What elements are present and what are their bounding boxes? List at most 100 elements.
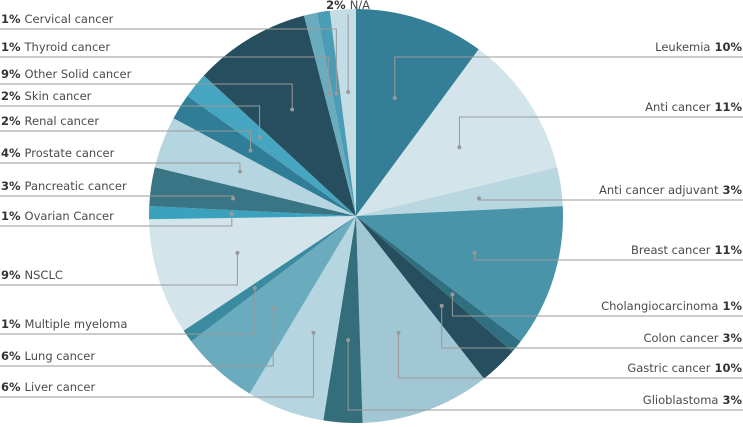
leader-line [0, 28, 337, 94]
pie-slice [356, 49, 558, 217]
leader-dot [476, 196, 481, 201]
slice-name: Thyroid cancer [24, 40, 111, 54]
pie-slice [249, 216, 356, 421]
slice-value: 10% [714, 40, 742, 54]
slice-label: 2% Skin cancer [1, 89, 92, 103]
slice-label: 1% Ovarian Cancer [1, 209, 114, 223]
leader-line [0, 288, 256, 335]
slice-name: Cervical cancer [25, 12, 114, 26]
leader-dot [450, 292, 455, 297]
slice-name: Anti cancer [645, 100, 711, 114]
leader-line [0, 83, 293, 110]
slice-name: Prostate cancer [25, 146, 115, 160]
leader-line [0, 130, 251, 151]
slice-label: Anti cancer adjuvant 3% [599, 183, 742, 197]
leader-dot [235, 250, 240, 255]
slice-name: Glioblastoma [643, 393, 719, 407]
leader-line [474, 252, 743, 261]
slice-value: 11% [714, 100, 742, 114]
leader-line [0, 162, 241, 172]
pie-slice [187, 75, 356, 216]
slice-value: 3% [722, 183, 742, 197]
leader-dot [229, 212, 234, 217]
leader-line [347, 339, 743, 411]
pie-slice [149, 216, 356, 331]
leader-dot [439, 303, 444, 308]
leader-line [397, 332, 743, 379]
slice-name: Liver cancer [25, 380, 96, 394]
leader-dot [311, 330, 316, 335]
slice-value: 10% [714, 361, 742, 375]
slice-label: Glioblastoma 3% [643, 393, 743, 407]
slice-name: Renal cancer [25, 114, 100, 128]
slice-name: Leukemia [655, 40, 710, 54]
slice-name: Breast cancer [631, 243, 711, 257]
pie-slice [154, 118, 356, 216]
slice-label: 6% Liver cancer [1, 380, 95, 394]
pie-slice [323, 216, 363, 423]
slice-label: Gastric cancer 10% [627, 361, 742, 375]
slice-value: 3% [1, 179, 21, 193]
slice-label: 2% N/A [326, 0, 370, 12]
slice-name: Pancreatic cancer [25, 179, 127, 193]
leader-dot [252, 286, 257, 291]
slice-value: 2% [1, 114, 21, 128]
slice-value: 1% [1, 12, 21, 26]
pie-slice [149, 206, 356, 220]
slice-name: Cholangiocarcinoma [601, 299, 718, 313]
slice-value: 1% [1, 40, 21, 54]
slice-label: 6% Lung cancer [1, 349, 95, 363]
leader-line [0, 252, 238, 286]
slice-value: 4% [1, 146, 21, 160]
leader-dot [457, 145, 462, 150]
slice-value: 6% [1, 380, 21, 394]
pie-slice [356, 167, 563, 216]
slice-value: 2% [1, 89, 21, 103]
leader-line [0, 56, 330, 95]
slice-value: 6% [1, 349, 21, 363]
leader-dot [257, 135, 262, 140]
pie-slice [316, 10, 356, 216]
slice-name: Skin cancer [25, 89, 92, 103]
pie-slice [173, 95, 356, 216]
leader-dot [396, 330, 401, 335]
leader-dot [290, 107, 295, 112]
slice-label: 9% Other Solid cancer [1, 67, 132, 81]
slice-value: 11% [714, 243, 742, 257]
slice-name: Multiple myeloma [25, 317, 128, 331]
slice-name: Ovarian Cancer [25, 209, 115, 223]
leader-line [0, 308, 274, 367]
slice-label: 4% Prostate cancer [1, 146, 115, 160]
slice-value: 3% [722, 393, 742, 407]
pie-slice [183, 216, 356, 342]
slice-label: Cholangiocarcinoma 1% [601, 299, 742, 313]
leader-dot [334, 91, 339, 96]
leader-line [394, 56, 743, 99]
leader-dot [326, 92, 331, 97]
pie-slice [203, 15, 356, 217]
leader-dot [346, 337, 351, 342]
pie-slice [149, 167, 356, 216]
slice-value: 3% [722, 331, 742, 345]
slice-name: Gastric cancer [627, 361, 710, 375]
leader-dot [271, 306, 276, 311]
slice-label: Breast cancer 11% [631, 243, 742, 257]
slice-value: 9% [1, 67, 21, 81]
leader-dot [346, 90, 351, 95]
leader-line [0, 332, 315, 398]
slice-label: Anti cancer 11% [645, 100, 742, 114]
slice-label: 9% NSCLC [1, 268, 63, 282]
slice-label: 3% Pancreatic cancer [1, 179, 127, 193]
leader-dot [472, 250, 477, 255]
slice-value: 1% [1, 209, 21, 223]
pie-slice [356, 216, 513, 379]
pie-slice [304, 12, 356, 217]
pie-slice [356, 206, 564, 342]
slice-value: 9% [1, 268, 21, 282]
slice-label: Colon cancer 3% [643, 331, 742, 345]
leader-dot [248, 148, 253, 153]
pie-slice [356, 216, 521, 352]
slice-value: 2% [326, 0, 346, 12]
